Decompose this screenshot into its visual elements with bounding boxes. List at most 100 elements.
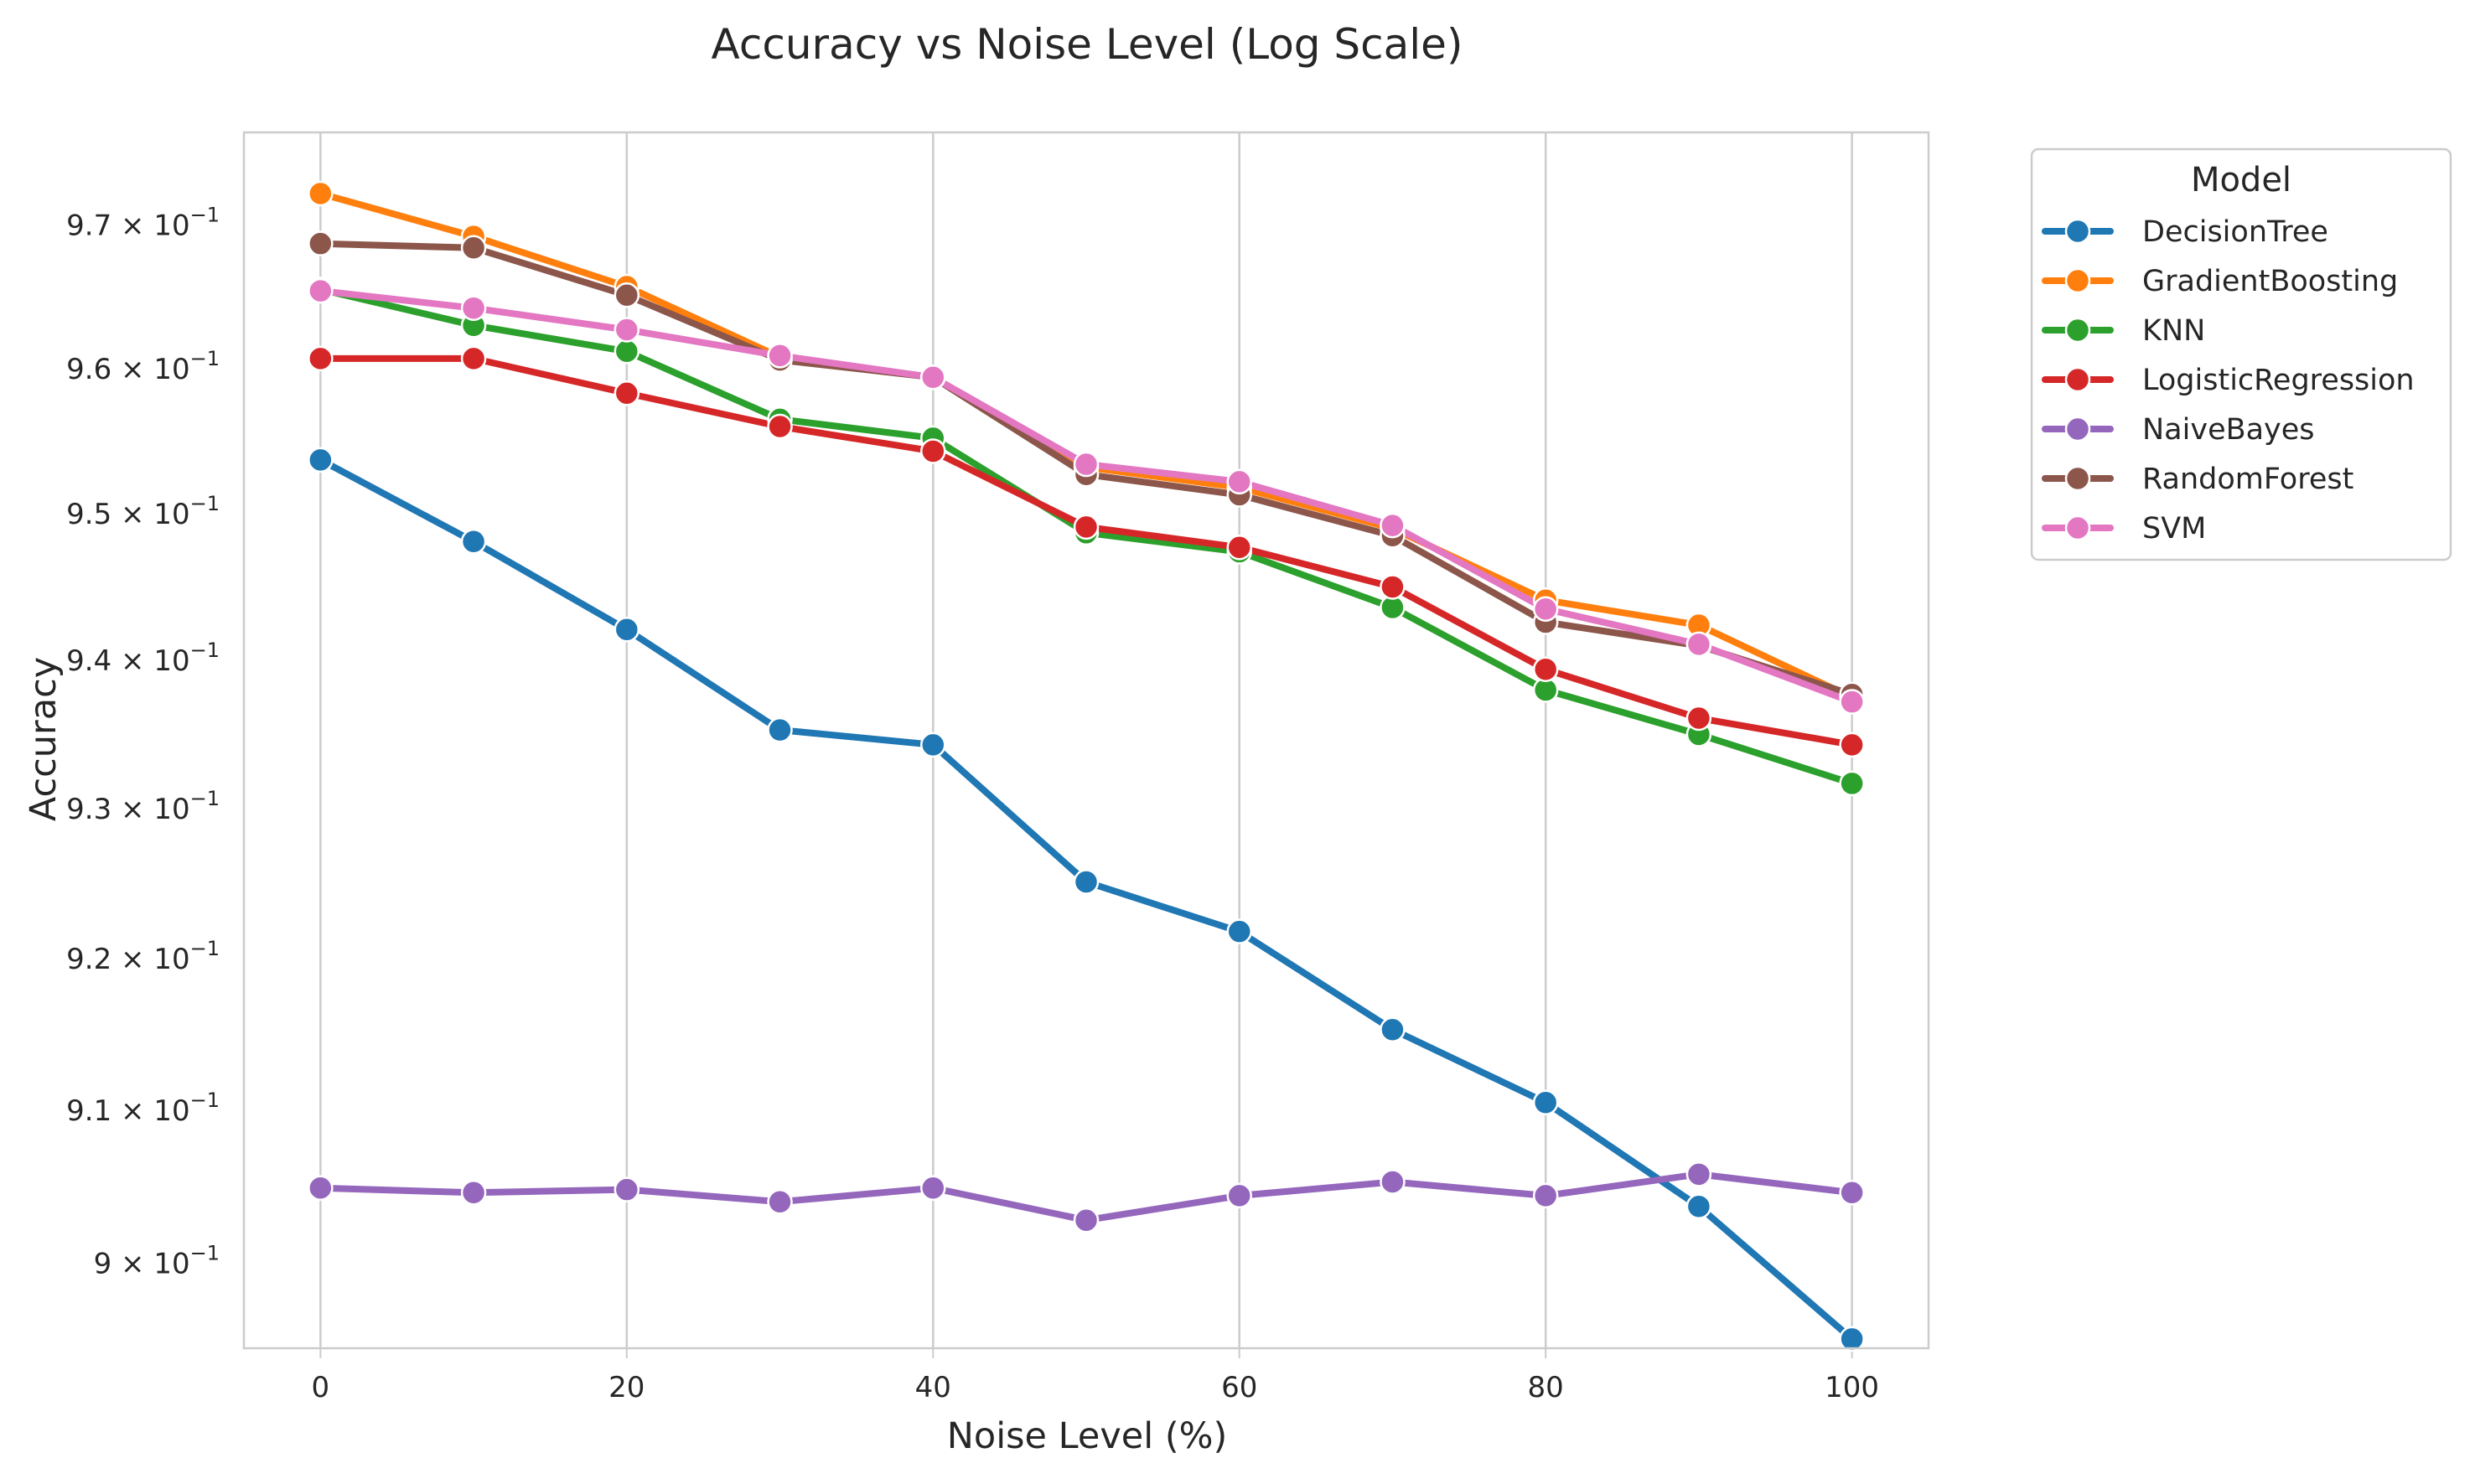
legend-item: SVM: [2042, 512, 2206, 546]
data-point-DecisionTree: [1380, 1016, 1406, 1042]
data-point-NaiveBayes: [460, 1180, 487, 1206]
data-point-KNN: [614, 339, 640, 365]
data-point-LogisticRegression: [1226, 534, 1252, 561]
data-point-DecisionTree: [460, 529, 487, 555]
data-point-NaiveBayes: [308, 1175, 334, 1202]
legend-label: GradientBoosting: [2142, 265, 2398, 298]
data-point-GradientBoosting: [308, 180, 334, 207]
x-tick-label: 80: [1528, 1371, 1564, 1404]
data-point-SVM: [1380, 512, 1406, 539]
y-tick-label: 9.5 × 10−1: [66, 492, 220, 531]
y-tick-label: 9.6 × 10−1: [66, 347, 220, 386]
y-tick-label: 9 × 10−1: [94, 1242, 220, 1281]
series-line-SVM: [317, 287, 1856, 706]
data-point-LogisticRegression: [767, 413, 793, 440]
y-tick-exponent: −1: [190, 1242, 220, 1265]
legend-label: RandomForest: [2142, 463, 2353, 496]
y-axis-label: Accuracy: [23, 657, 65, 821]
y-tick-exponent: −1: [190, 937, 220, 960]
data-point-SVM: [460, 295, 487, 321]
data-point-DecisionTree: [1532, 1089, 1559, 1115]
data-point-DecisionTree: [767, 716, 793, 743]
y-tick-mantissa: 9.2 × 10: [66, 943, 189, 976]
x-tick-label: 20: [608, 1371, 645, 1404]
legend-frame: [2030, 147, 2452, 561]
data-point-NaiveBayes: [1685, 1161, 1712, 1187]
legend: Model DecisionTree GradientBoosting KNN Log…: [2030, 147, 2452, 561]
data-point-SVM: [1839, 689, 1865, 715]
chart-title: Accuracy vs Noise Level (Log Scale): [712, 20, 1463, 69]
series-line-DecisionTree: [317, 456, 1856, 1342]
legend-item: LogisticRegression: [2042, 364, 2415, 397]
y-tick-label: 9.7 × 10−1: [66, 203, 220, 242]
data-point-DecisionTree: [614, 617, 640, 643]
data-point-NaiveBayes: [767, 1188, 793, 1215]
data-point-SVM: [308, 277, 334, 304]
data-point-LogisticRegression: [1380, 574, 1406, 600]
data-point-LogisticRegression: [614, 380, 640, 406]
data-point-DecisionTree: [920, 732, 946, 758]
legend-label: SVM: [2142, 512, 2206, 546]
legend-item: RandomForest: [2042, 463, 2353, 496]
data-point-LogisticRegression: [1532, 656, 1559, 683]
y-tick-exponent: −1: [190, 639, 220, 662]
data-point-LogisticRegression: [308, 345, 334, 372]
data-point-NaiveBayes: [1532, 1182, 1559, 1209]
legend-marker-DecisionTree: [2064, 218, 2091, 245]
legend-title: Model: [2191, 161, 2291, 199]
legend-marker-RandomForest: [2064, 465, 2091, 492]
y-tick-exponent: −1: [190, 492, 220, 515]
legend-item: GradientBoosting: [2042, 265, 2398, 298]
y-tick-label: 9.2 × 10−1: [66, 937, 220, 976]
data-point-LogisticRegression: [1073, 514, 1100, 540]
data-point-NaiveBayes: [1839, 1180, 1865, 1206]
data-point-LogisticRegression: [920, 438, 946, 464]
data-point-RandomForest: [460, 235, 487, 261]
data-point-DecisionTree: [1073, 869, 1100, 895]
y-tick-label: 9.1 × 10−1: [66, 1088, 220, 1128]
y-tick-exponent: −1: [190, 203, 220, 226]
data-point-SVM: [614, 317, 640, 343]
x-tick-label: 40: [915, 1371, 951, 1404]
y-tick-exponent: −1: [190, 1088, 220, 1112]
y-tick-mantissa: 9.6 × 10: [66, 353, 189, 386]
x-tick-label: 0: [312, 1371, 330, 1404]
legend-item: KNN: [2042, 314, 2205, 348]
legend-marker-SVM: [2064, 514, 2091, 541]
y-tick-mantissa: 9.4 × 10: [66, 644, 189, 678]
legend-item: DecisionTree: [2042, 215, 2328, 249]
y-tick-mantissa: 9.7 × 10: [66, 209, 189, 242]
data-point-SVM: [920, 365, 946, 390]
data-point-SVM: [1532, 596, 1559, 622]
data-point-NaiveBayes: [1380, 1169, 1406, 1195]
data-point-LogisticRegression: [1839, 732, 1865, 758]
data-point-SVM: [767, 343, 793, 369]
legend-label: DecisionTree: [2142, 215, 2328, 249]
y-tick-label: 9.4 × 10−1: [66, 639, 220, 678]
data-point-DecisionTree: [1839, 1326, 1865, 1352]
data-point-RandomForest: [308, 230, 334, 256]
y-tick-mantissa: 9.5 × 10: [66, 498, 189, 531]
y-tick-exponent: −1: [190, 787, 220, 810]
plot-frame: [242, 131, 1930, 1350]
data-point-NaiveBayes: [1073, 1207, 1100, 1233]
x-tick-label: 100: [1825, 1371, 1879, 1404]
legend-marker-LogisticRegression: [2064, 366, 2091, 393]
data-point-NaiveBayes: [614, 1176, 640, 1202]
data-point-DecisionTree: [1685, 1193, 1712, 1219]
legend-marker-NaiveBayes: [2064, 416, 2091, 442]
y-tick-mantissa: 9.1 × 10: [66, 1094, 189, 1128]
y-tick-mantissa: 9.3 × 10: [66, 793, 189, 826]
data-point-SVM: [1685, 631, 1712, 658]
legend-label: LogisticRegression: [2142, 364, 2415, 397]
data-point-LogisticRegression: [460, 345, 487, 372]
data-point-NaiveBayes: [1226, 1182, 1252, 1209]
data-point-DecisionTree: [308, 447, 334, 473]
legend-label: NaiveBayes: [2142, 413, 2315, 447]
data-point-DecisionTree: [1226, 918, 1252, 944]
legend-item: NaiveBayes: [2042, 413, 2315, 447]
data-point-SVM: [1226, 468, 1252, 495]
legend-label: KNN: [2142, 314, 2205, 348]
